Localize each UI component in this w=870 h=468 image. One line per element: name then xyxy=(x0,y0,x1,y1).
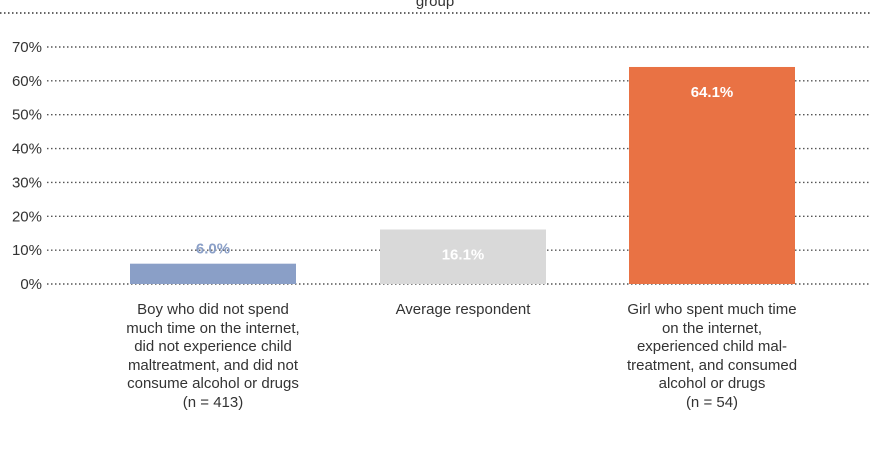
y-tick-label: 50% xyxy=(12,107,42,124)
y-tick-label: 10% xyxy=(12,242,42,259)
data-label: 6.0% xyxy=(196,241,230,258)
y-tick-label: 0% xyxy=(20,276,42,293)
y-tick-label: 30% xyxy=(12,174,42,191)
bar xyxy=(629,66,795,285)
y-tick-label: 70% xyxy=(12,39,42,56)
data-label: 16.1% xyxy=(442,246,485,263)
bar xyxy=(380,229,546,284)
x-category-label: Girl who spent much time on the internet,… xyxy=(626,301,798,411)
y-tick-label: 20% xyxy=(12,208,42,225)
y-tick-label: 40% xyxy=(12,141,42,158)
data-label: 64.1% xyxy=(691,84,734,101)
y-tick-label: 60% xyxy=(12,73,42,90)
x-category-label: Boy who did not spend much time on the in… xyxy=(126,301,300,411)
x-category-label: Average respondent xyxy=(395,301,531,318)
bar xyxy=(130,263,296,284)
chart-title-fragment: group xyxy=(415,0,455,10)
